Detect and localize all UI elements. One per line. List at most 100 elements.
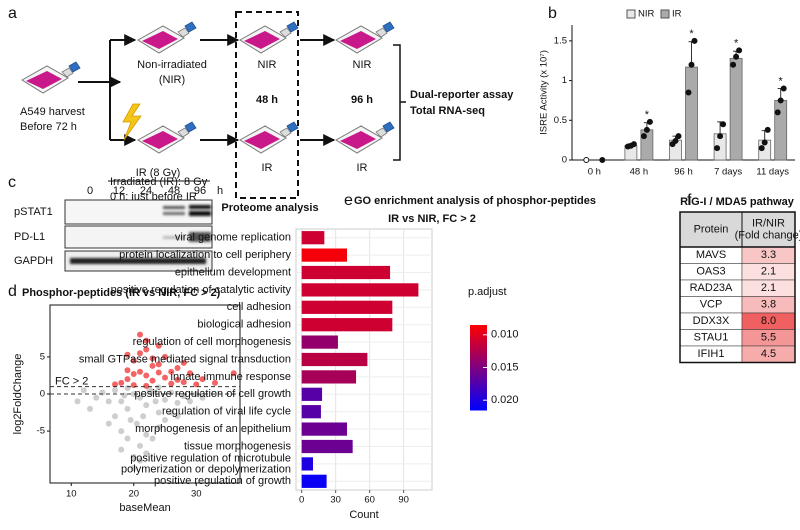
data-point	[124, 405, 131, 412]
data-point	[174, 376, 181, 383]
data-point	[720, 121, 727, 128]
legend-swatch	[626, 9, 636, 19]
y-tick-label: innate immune response	[171, 371, 291, 383]
data-point	[193, 391, 200, 397]
data-point	[714, 145, 721, 152]
panel-label: d	[8, 283, 17, 300]
data-point	[149, 377, 156, 384]
colorbar-segment	[470, 390, 487, 394]
y-tick-label: positive regulation of cell growth	[134, 388, 291, 400]
flask-icon	[239, 121, 299, 154]
data-point	[155, 361, 162, 368]
blot-time: 96	[194, 185, 206, 197]
data-point	[174, 413, 181, 420]
y-tick-label: 1	[562, 75, 567, 86]
diagram-text: Total RNA-seq	[410, 105, 485, 117]
data-point	[780, 85, 787, 92]
legend-label: IR	[672, 9, 682, 20]
data-point	[168, 368, 175, 375]
y-tick-label: 0	[562, 155, 567, 166]
data-point	[140, 413, 147, 420]
data-point	[180, 359, 187, 366]
x-tick-label: 10	[66, 489, 77, 500]
panel-label: c	[8, 174, 16, 191]
colorbar-segment	[470, 344, 487, 347]
data-point	[124, 367, 131, 374]
data-point	[187, 370, 193, 377]
colorbar-segment	[470, 327, 487, 330]
colorbar-segment	[470, 361, 487, 364]
data-point	[155, 409, 162, 416]
bar	[301, 387, 323, 401]
data-point	[672, 137, 679, 144]
bar	[301, 318, 393, 332]
colorbar-segment	[470, 405, 487, 409]
diagram: A549 harvest Before 72 h Non-irradiated …	[20, 11, 514, 214]
colorbar-segment	[470, 380, 487, 383]
y-tick-label: positive regulation of microtubule	[130, 452, 291, 464]
western-blot: IR (8 Gy) 0 12 24 48 96 h pSTAT1 PD-L1 G…	[14, 167, 223, 272]
data-point	[143, 402, 150, 409]
flask-icon	[335, 21, 395, 54]
data-point	[143, 346, 150, 353]
data-point	[80, 387, 87, 394]
y-tick-label: tissue morphogenesis	[184, 440, 292, 452]
colorbar-segment	[470, 386, 487, 390]
data-point	[640, 133, 647, 140]
table-cell-text: RAD23A	[690, 282, 733, 294]
colorbar-segment	[470, 363, 487, 366]
flask-icon	[239, 21, 299, 54]
colorbar-segment	[470, 352, 487, 356]
blot-row-label: GAPDH	[14, 255, 53, 267]
significance-label: *	[779, 75, 784, 87]
colorbar-segment	[470, 399, 487, 402]
data-point	[174, 365, 181, 372]
data-point	[74, 398, 81, 405]
diagram-text: IR	[262, 162, 273, 174]
diagram-text: 96 h	[351, 94, 373, 106]
data-point	[155, 424, 162, 431]
bar	[301, 300, 393, 314]
chart-subtitle: IR vs NIR, FC > 2	[388, 213, 476, 225]
panel-label: e	[344, 192, 353, 209]
data-point	[646, 118, 653, 125]
x-axis-label: baseMean	[119, 502, 170, 514]
colorbar-segment	[470, 395, 487, 398]
table-title: RIG-I / MDA5 pathway	[680, 196, 795, 208]
diagram-text: Proteome analysis	[221, 202, 318, 214]
y-tick-label: regulation of viral life cycle	[162, 406, 291, 418]
bar	[301, 352, 368, 367]
bar	[301, 265, 391, 280]
data-point	[193, 381, 200, 388]
table-cell-text: 2.1	[761, 282, 776, 294]
table-cell-text: 5.5	[761, 332, 776, 344]
y-axis-label: log2FoldChange	[12, 354, 24, 435]
data-point	[124, 351, 131, 358]
table-border	[679, 211, 796, 364]
table-header: (Fold change)	[735, 229, 800, 241]
data-point	[112, 381, 118, 388]
data-point	[168, 409, 175, 416]
data-point	[168, 380, 175, 387]
y-tick-label: morphogenesis of an epithelium	[135, 423, 291, 435]
table-cell-text: 8.0	[761, 315, 776, 327]
bar	[301, 283, 419, 297]
data-point	[155, 342, 162, 349]
data-point	[758, 145, 765, 152]
x-tick-label: 11 days	[756, 167, 789, 178]
colorbar-segment	[470, 329, 487, 332]
data-point	[130, 382, 137, 389]
flask-icon	[137, 121, 197, 154]
chart-title: GO enrichment analysis of phosphor-pepti…	[354, 195, 596, 207]
data-point	[685, 89, 692, 96]
bar	[301, 335, 338, 349]
colorbar-segment	[470, 407, 487, 411]
data-point	[777, 97, 784, 104]
lightning-icon	[122, 103, 142, 141]
y-tick-label: 0.5	[554, 115, 567, 126]
y-tick-label: regulation of cell morphogenesis	[133, 336, 292, 348]
colorbar-segment	[470, 403, 487, 407]
x-tick-label: 60	[364, 495, 375, 506]
bracket	[393, 44, 406, 161]
